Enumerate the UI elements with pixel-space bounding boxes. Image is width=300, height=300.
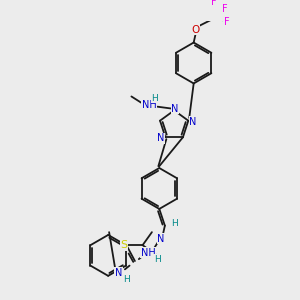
Text: F: F bbox=[224, 17, 230, 27]
Text: H: H bbox=[151, 94, 158, 103]
Text: N: N bbox=[158, 234, 165, 244]
Text: H: H bbox=[123, 275, 130, 284]
Text: S: S bbox=[120, 240, 128, 250]
Text: N: N bbox=[189, 117, 197, 127]
Text: F: F bbox=[211, 0, 217, 7]
Text: O: O bbox=[191, 25, 200, 34]
Text: NH: NH bbox=[141, 248, 155, 258]
Text: N: N bbox=[157, 133, 164, 143]
Text: H: H bbox=[171, 219, 178, 228]
Text: N: N bbox=[171, 103, 179, 113]
Text: N: N bbox=[115, 268, 122, 278]
Text: H: H bbox=[154, 255, 161, 264]
Text: F: F bbox=[223, 4, 228, 14]
Text: NH: NH bbox=[142, 100, 156, 110]
